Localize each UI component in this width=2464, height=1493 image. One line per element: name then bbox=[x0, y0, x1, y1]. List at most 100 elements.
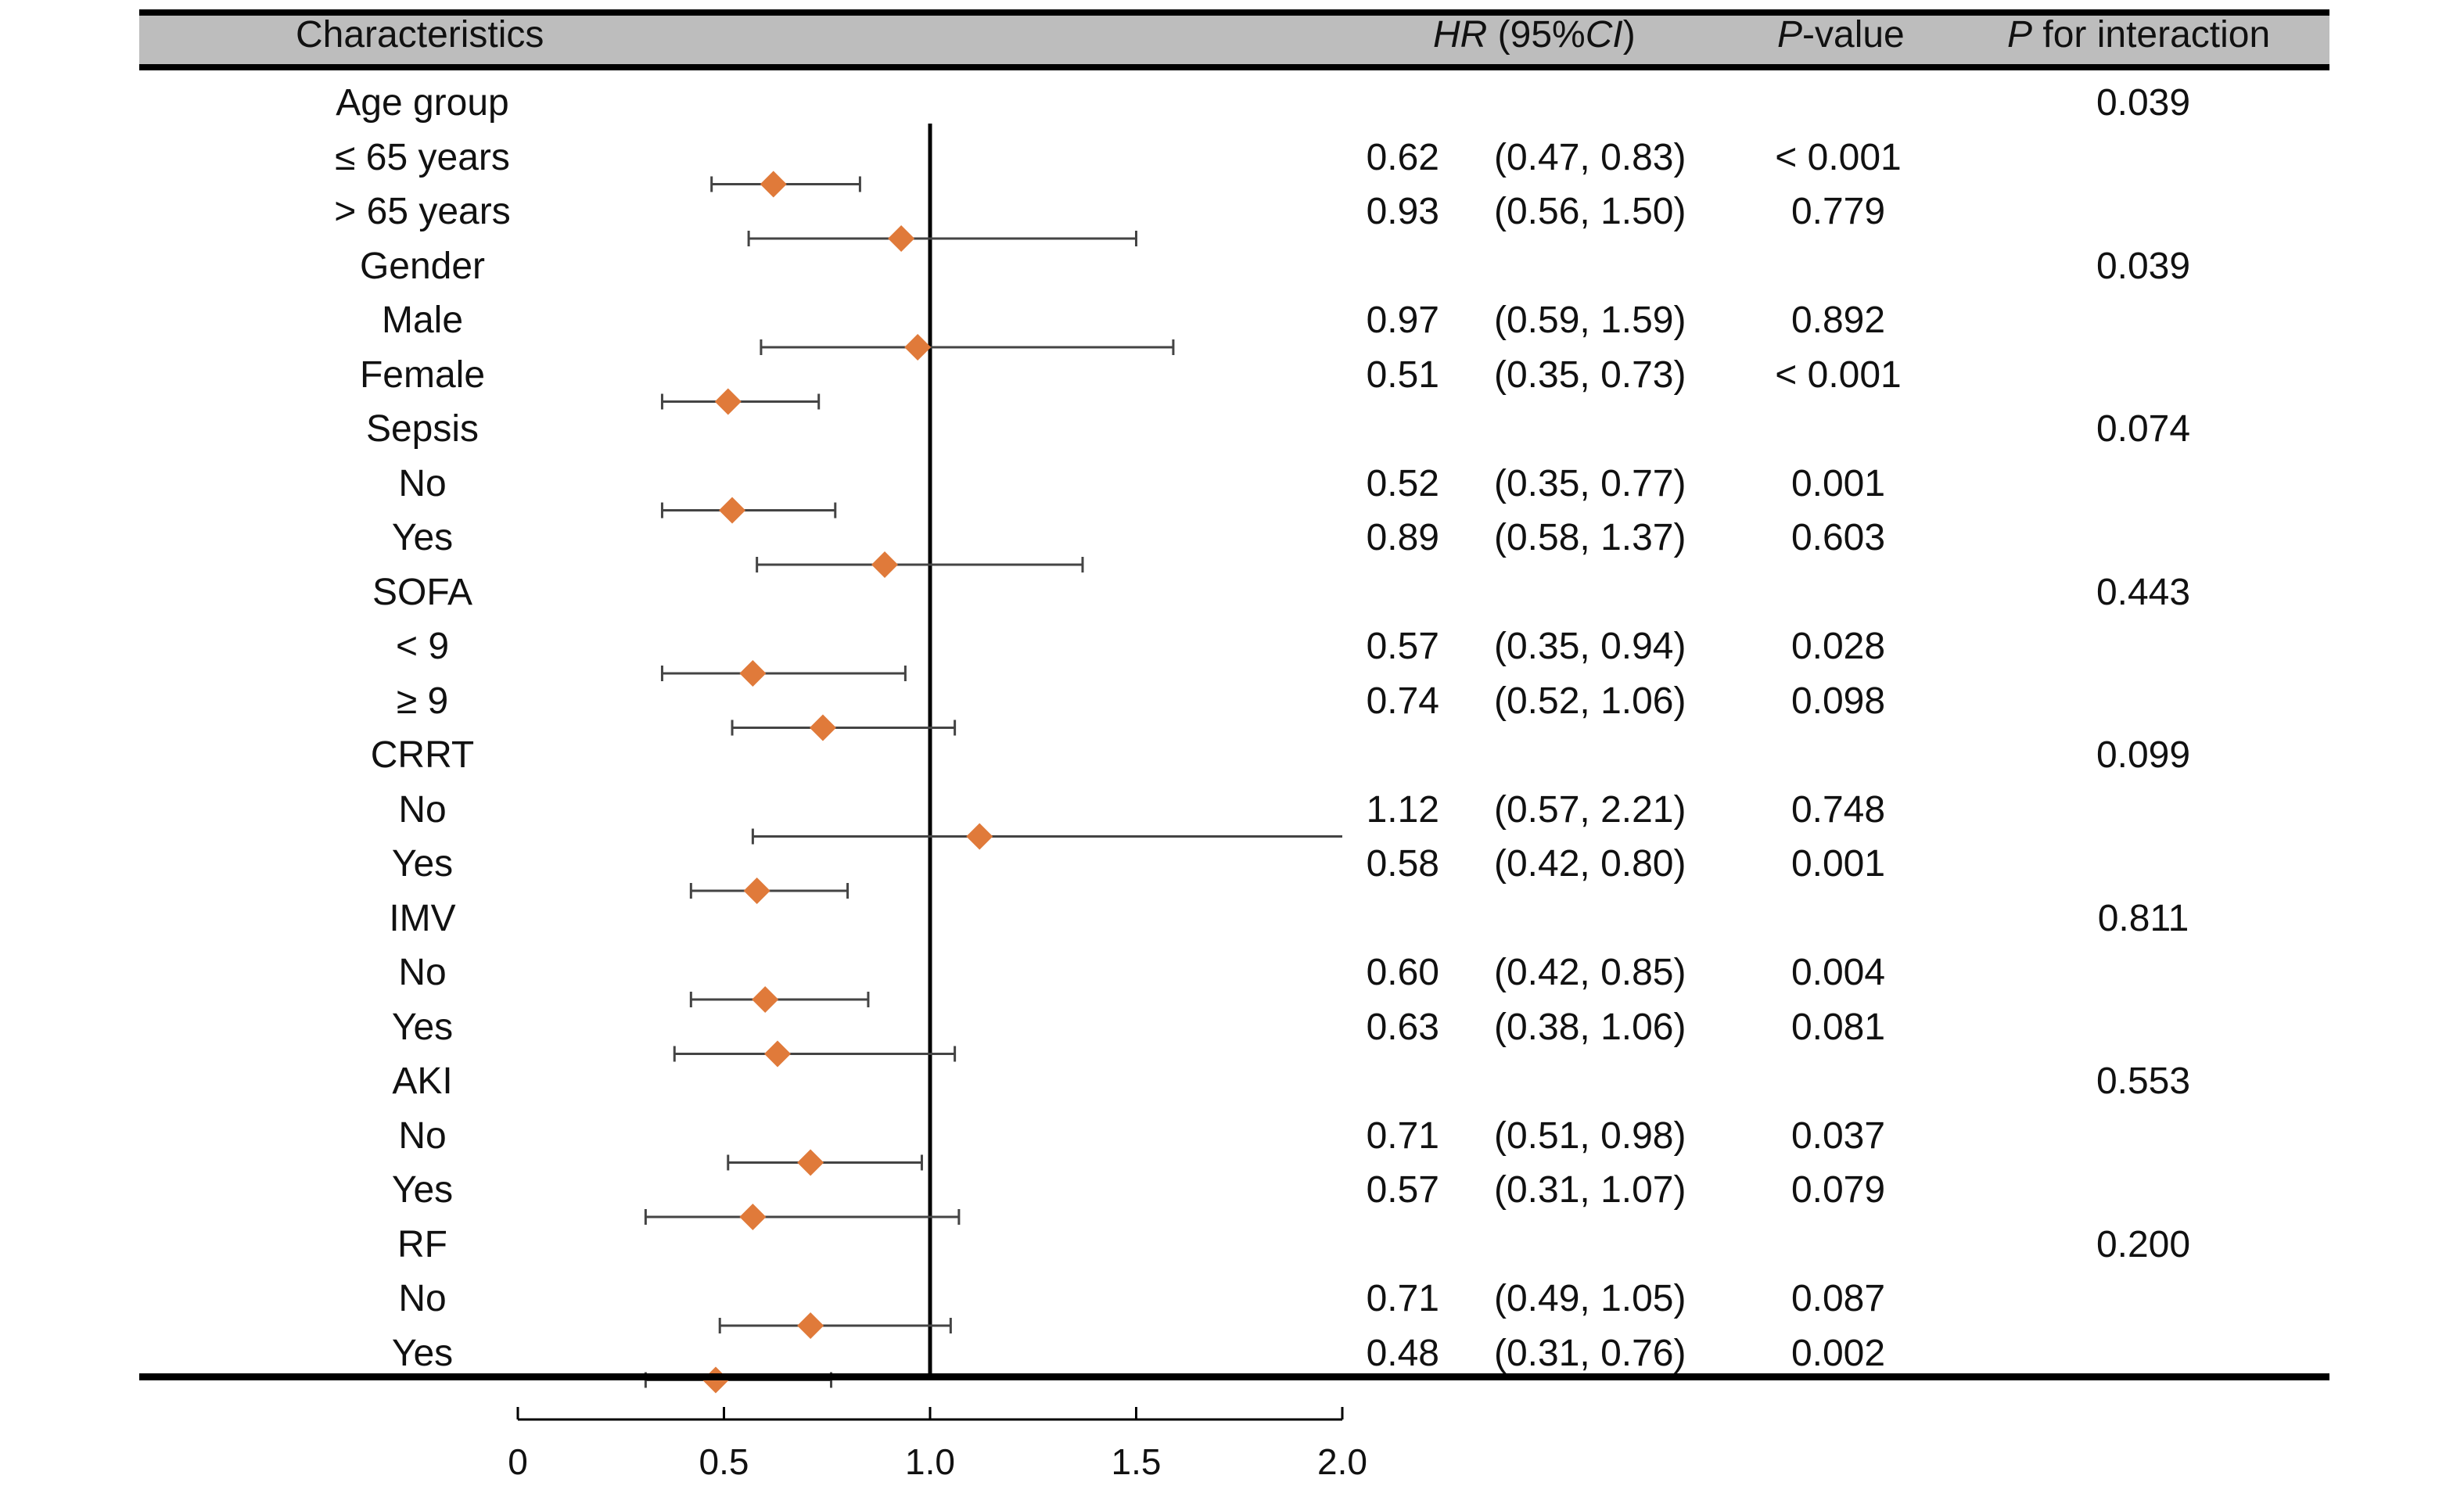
row-hr: 0.97 bbox=[1366, 300, 1439, 341]
row-ci: (0.58, 1.37) bbox=[1494, 517, 1686, 558]
bottom-rule bbox=[139, 1373, 2329, 1380]
row-p-value: 0.098 bbox=[1791, 680, 1886, 722]
x-tick-label: 0 bbox=[508, 1441, 528, 1482]
header-p-value: P-value bbox=[1777, 14, 1905, 56]
row-hr: 0.57 bbox=[1366, 1169, 1439, 1211]
header-characteristics: Characteristics bbox=[296, 14, 544, 56]
row-label: Age group bbox=[336, 82, 509, 124]
header-p-interaction: P for interaction bbox=[2007, 14, 2270, 56]
hr-point-marker bbox=[966, 823, 993, 850]
row-p-value: 0.002 bbox=[1791, 1332, 1886, 1374]
row-label: Yes bbox=[391, 843, 454, 885]
table-header bbox=[139, 9, 2329, 70]
hr-point-marker bbox=[719, 497, 746, 524]
row-hr: 0.51 bbox=[1366, 354, 1439, 396]
row-label: ≤ 65 years bbox=[335, 136, 510, 178]
header-hr-open: (95% bbox=[1487, 14, 1586, 56]
row-ci: (0.35, 0.77) bbox=[1494, 462, 1686, 504]
row-label: No bbox=[398, 1114, 447, 1157]
row-label: Yes bbox=[391, 1169, 454, 1211]
row-p-value: 0.087 bbox=[1791, 1278, 1886, 1319]
header-ci-italic: CI bbox=[1585, 14, 1623, 56]
row-label: SOFA bbox=[372, 571, 473, 613]
row-label: < 9 bbox=[395, 626, 450, 667]
row-hr: 0.71 bbox=[1366, 1114, 1439, 1157]
hr-point-marker bbox=[739, 660, 767, 687]
row-label: Gender bbox=[359, 245, 486, 287]
row-ci: (0.52, 1.06) bbox=[1494, 680, 1686, 722]
row-hr: 0.58 bbox=[1366, 843, 1439, 885]
row-p-value: 0.081 bbox=[1791, 1006, 1886, 1048]
hr-point-marker bbox=[871, 551, 899, 578]
x-tick-label: 0.5 bbox=[699, 1441, 749, 1482]
row-hr: 0.60 bbox=[1366, 952, 1439, 993]
row-ci: (0.42, 0.80) bbox=[1494, 843, 1686, 885]
row-p-interaction: 0.553 bbox=[2096, 1061, 2191, 1102]
row-ci: (0.35, 0.73) bbox=[1494, 354, 1686, 396]
row-ci: (0.56, 1.50) bbox=[1494, 191, 1686, 232]
row-label: No bbox=[398, 1278, 447, 1319]
hr-point-marker bbox=[739, 1204, 767, 1230]
row-label: RF bbox=[397, 1223, 447, 1265]
row-p-value: 0.028 bbox=[1791, 626, 1886, 667]
hr-point-marker bbox=[797, 1149, 824, 1176]
row-ci: (0.38, 1.06) bbox=[1494, 1006, 1686, 1048]
hr-point-marker bbox=[760, 170, 787, 198]
hr-point-marker bbox=[764, 1040, 792, 1068]
row-ci: (0.51, 0.98) bbox=[1494, 1114, 1686, 1157]
hr-point-marker bbox=[714, 388, 742, 415]
row-p-value: 0.748 bbox=[1791, 788, 1886, 831]
row-p-interaction: 0.099 bbox=[2096, 734, 2191, 776]
row-p-interaction: 0.074 bbox=[2096, 408, 2191, 450]
x-tick-label: 1.0 bbox=[905, 1441, 955, 1482]
row-label: ≥ 9 bbox=[396, 680, 449, 722]
row-p-value: 0.779 bbox=[1791, 191, 1886, 232]
x-tick-label: 2.0 bbox=[1317, 1441, 1367, 1482]
row-p-value: < 0.001 bbox=[1775, 354, 1902, 396]
row-p-value: 0.001 bbox=[1791, 462, 1886, 504]
row-hr: 0.89 bbox=[1366, 517, 1439, 558]
hr-point-marker bbox=[809, 714, 836, 741]
row-p-value: 0.004 bbox=[1791, 952, 1886, 993]
row-label: Male bbox=[381, 300, 464, 341]
row-p-interaction: 0.443 bbox=[2096, 571, 2191, 613]
row-ci: (0.57, 2.21) bbox=[1494, 788, 1686, 831]
row-label: Sepsis bbox=[365, 408, 480, 450]
header-hr-ci: HR (95%CI) bbox=[1433, 14, 1636, 56]
row-p-value: 0.079 bbox=[1791, 1169, 1886, 1211]
row-label: CRRT bbox=[370, 734, 475, 776]
row-p-value: 0.603 bbox=[1791, 517, 1886, 558]
row-label: Yes bbox=[391, 1332, 454, 1374]
row-p-value: 0.001 bbox=[1791, 843, 1886, 885]
header-pint-italic: P bbox=[2007, 14, 2033, 56]
row-ci: (0.47, 0.83) bbox=[1494, 136, 1686, 178]
row-hr: 0.71 bbox=[1366, 1278, 1439, 1319]
row-hr: 0.48 bbox=[1366, 1332, 1439, 1374]
row-ci: (0.49, 1.05) bbox=[1494, 1278, 1686, 1319]
row-ci: (0.42, 0.85) bbox=[1494, 952, 1686, 993]
row-label: Yes bbox=[391, 517, 454, 558]
row-label: No bbox=[398, 462, 447, 504]
hr-point-marker bbox=[904, 334, 932, 361]
row-p-interaction: 0.811 bbox=[2097, 897, 2189, 939]
row-hr: 0.63 bbox=[1366, 1006, 1439, 1048]
row-p-interaction: 0.200 bbox=[2096, 1223, 2191, 1265]
row-ci: (0.59, 1.59) bbox=[1494, 300, 1686, 341]
row-label: No bbox=[398, 952, 447, 993]
row-ci: (0.31, 0.76) bbox=[1494, 1332, 1686, 1374]
row-p-interaction: 0.039 bbox=[2096, 245, 2191, 287]
row-hr: 0.74 bbox=[1366, 680, 1439, 722]
row-label: Female bbox=[359, 354, 486, 396]
row-label: IMV bbox=[389, 897, 456, 939]
row-ci: (0.31, 1.07) bbox=[1494, 1169, 1686, 1211]
row-hr: 0.62 bbox=[1366, 136, 1439, 178]
row-p-value: < 0.001 bbox=[1775, 136, 1902, 178]
row-hr: 0.52 bbox=[1366, 462, 1439, 504]
row-p-interaction: 0.039 bbox=[2096, 82, 2191, 124]
header-hr-italic: HR bbox=[1433, 14, 1488, 56]
row-p-value: 0.037 bbox=[1791, 1114, 1886, 1157]
row-p-value: 0.892 bbox=[1791, 300, 1886, 341]
header-p-rest: -value bbox=[1802, 14, 1905, 56]
row-label: AKI bbox=[392, 1061, 453, 1102]
